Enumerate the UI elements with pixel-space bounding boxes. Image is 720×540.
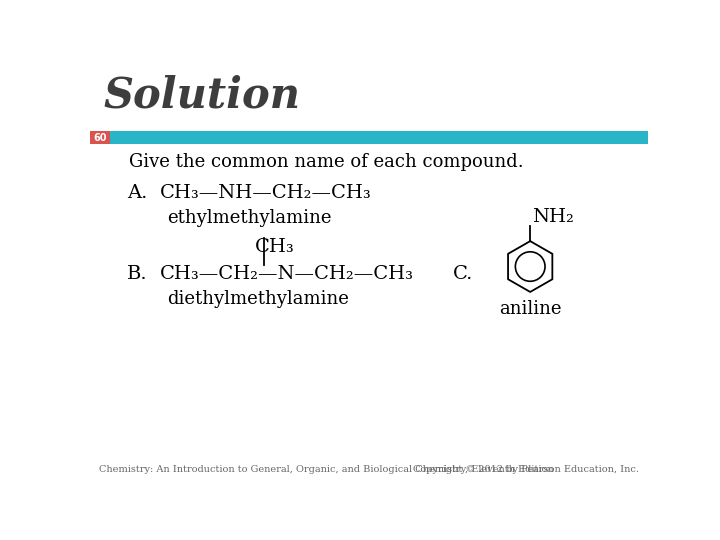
Bar [90, 131, 648, 144]
Text: CH₃—NH—CH₂—CH₃: CH₃—NH—CH₂—CH₃ [160, 184, 372, 202]
Text: B.: B. [127, 265, 148, 283]
Text: aniline: aniline [499, 300, 562, 318]
Text: 60: 60 [94, 132, 107, 143]
Text: CH₃—CH₂—N—CH₂—CH₃: CH₃—CH₂—N—CH₂—CH₃ [160, 265, 414, 283]
Text: A.: A. [127, 184, 148, 202]
Bar [90, 131, 110, 144]
Text: Solution: Solution [104, 74, 301, 116]
Text: diethylmethylamine: diethylmethylamine [168, 289, 349, 308]
Text: C.: C. [453, 265, 473, 283]
Text: ethylmethylamine: ethylmethylamine [168, 209, 332, 227]
Text: Give the common name of each compound.: Give the common name of each compound. [129, 153, 523, 171]
Text: NH₂: NH₂ [533, 208, 575, 226]
Text: Chemistry: An Introduction to General, Organic, and Biological Chemistry, Eleven: Chemistry: An Introduction to General, O… [99, 465, 554, 475]
Text: Copyright © 2012 by Pearson Education, Inc.: Copyright © 2012 by Pearson Education, I… [413, 465, 639, 475]
Text: CH₃: CH₃ [255, 238, 294, 256]
